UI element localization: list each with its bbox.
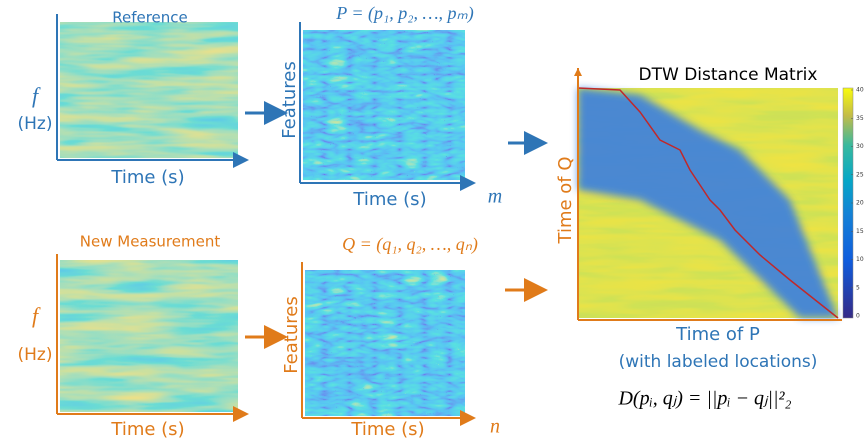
colorbar-tick-label: 40 — [856, 87, 864, 94]
colorbar-tick-label: 30 — [856, 143, 864, 150]
equation: D(pᵢ, qⱼ) = ||pᵢ − qⱼ||²₂ — [617, 388, 791, 410]
colorbar-tick-label: 15 — [856, 228, 864, 235]
formula: P = (p₁, p₂, …, pₘ) — [335, 3, 474, 24]
spectrogram — [60, 22, 238, 158]
axis — [56, 254, 245, 414]
colorbar-tick-label: 20 — [856, 200, 864, 207]
axis-label: Features — [281, 296, 302, 373]
axis-label: Features — [279, 61, 300, 138]
axis-label: Time (s) — [352, 189, 426, 210]
axis — [299, 22, 472, 183]
colorbar-tick-label: 0 — [856, 313, 860, 320]
axis-label: Time (s) — [110, 419, 184, 440]
axis-symbol: n — [490, 416, 500, 438]
colorbar-tick-label: 25 — [856, 171, 864, 178]
axis — [577, 68, 842, 321]
panel-title: Reference — [112, 9, 188, 27]
axis-symbol: f — [32, 303, 41, 328]
feature-map — [303, 30, 465, 180]
axis — [56, 14, 245, 160]
formula: Q = (q₁, q₂, …, qₙ) — [342, 234, 478, 255]
arrowhead — [574, 68, 582, 76]
axis-unit: (Hz) — [18, 345, 53, 365]
axis-symbol: m — [488, 186, 502, 208]
feature-map — [305, 270, 465, 416]
axis-symbol: f — [32, 83, 41, 108]
panel-title: DTW Distance Matrix — [639, 65, 818, 85]
distance-matrix — [577, 87, 839, 319]
axis-label: Time (s) — [110, 167, 184, 188]
panel-title: New Measurement — [80, 233, 221, 251]
spectrogram — [60, 260, 238, 412]
axis-label: Time of P — [675, 324, 760, 345]
axis-label: Time (s) — [350, 419, 424, 440]
colorbar: 0 5 10 15 20 25 30 35 40 — [842, 87, 864, 320]
axis-note: (with labeled locations) — [619, 352, 818, 372]
axis — [301, 262, 472, 418]
colorbar-tick-label: 5 — [856, 284, 860, 291]
axis-unit: (Hz) — [18, 114, 53, 134]
axis-label: Time of Q — [555, 156, 576, 244]
colorbar-tick-label: 35 — [856, 115, 864, 122]
colorbar-tick-label: 10 — [856, 256, 864, 263]
